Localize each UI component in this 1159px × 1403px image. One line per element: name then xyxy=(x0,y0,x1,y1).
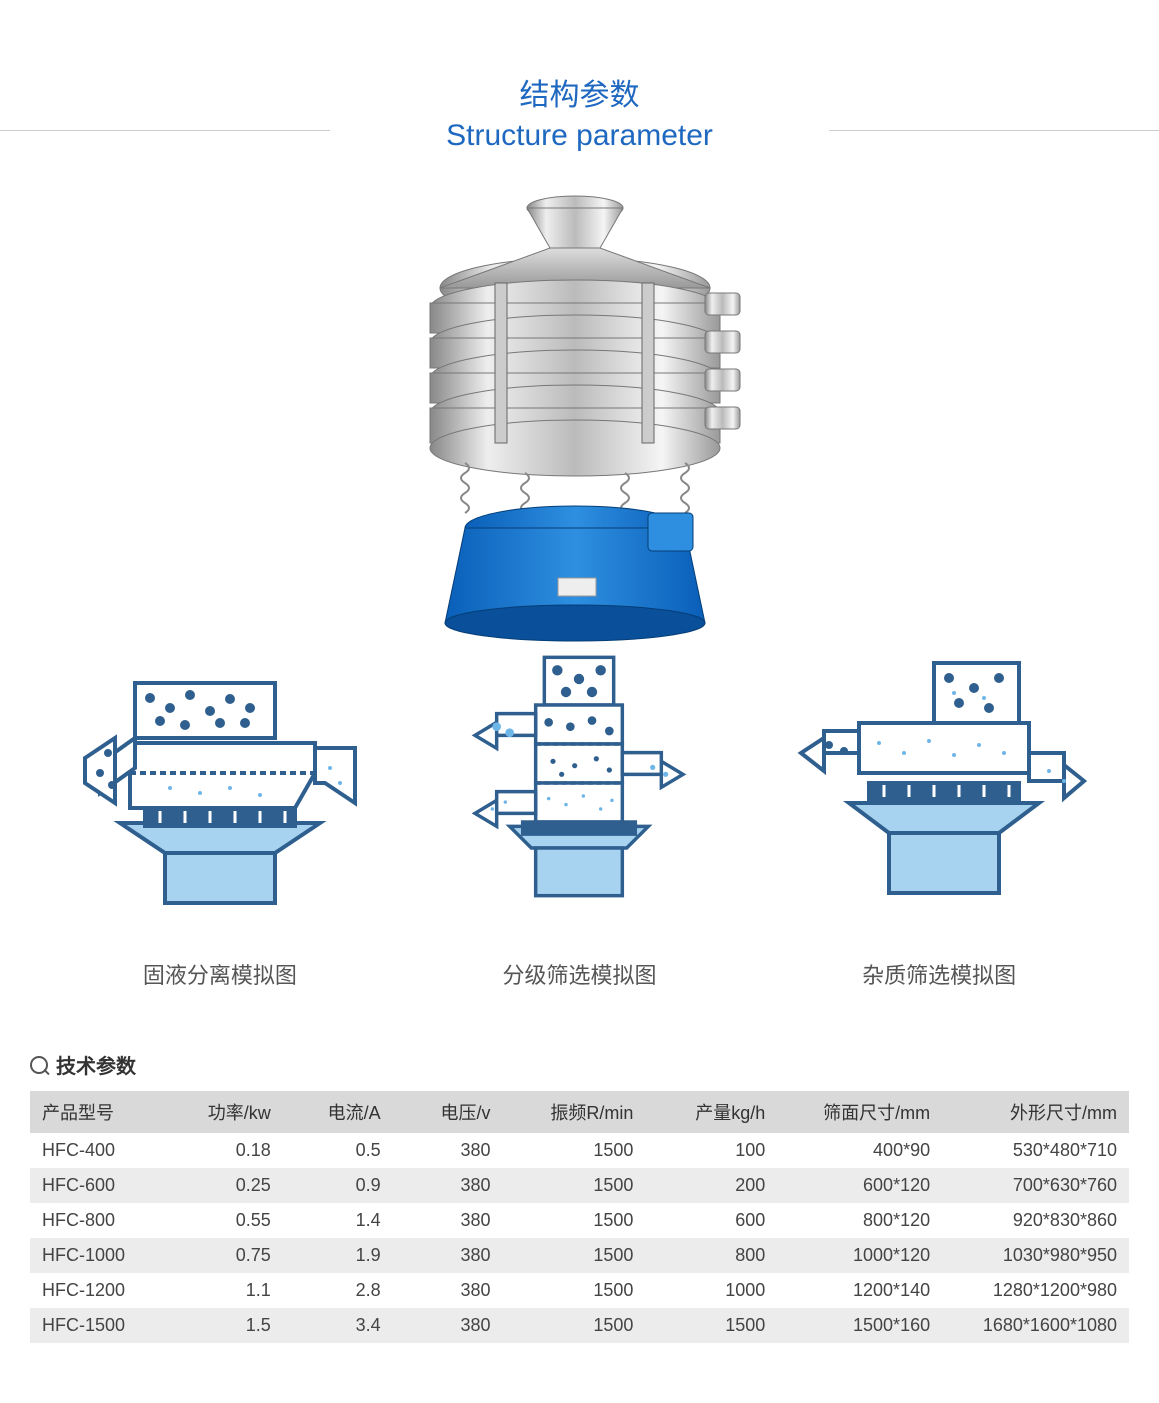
th-output: 产量kg/h xyxy=(645,1091,777,1133)
product-image xyxy=(410,183,750,643)
table-cell: 1.1 xyxy=(173,1273,283,1308)
page-header: 结构参数 Structure parameter xyxy=(0,0,1159,153)
table-row: HFC-10000.751.938015008001000*1201030*98… xyxy=(30,1238,1129,1273)
th-model: 产品型号 xyxy=(30,1091,173,1133)
tech-section: 技术参数 产品型号 功率/kw 电流/A 电压/v 振频R/min 产量kg/h… xyxy=(0,1050,1159,1343)
table-cell: 0.25 xyxy=(173,1168,283,1203)
tech-title: 技术参数 xyxy=(56,1050,136,1079)
table-cell: 1500 xyxy=(503,1308,646,1343)
table-cell: 400*90 xyxy=(777,1133,942,1168)
table-cell: 530*480*710 xyxy=(942,1133,1129,1168)
diagram-1: 固液分离模拟图 xyxy=(70,653,370,990)
th-dim: 外形尺寸/mm xyxy=(942,1091,1129,1133)
diagram-2: 分级筛选模拟图 xyxy=(429,653,729,990)
table-cell: 600*120 xyxy=(777,1168,942,1203)
th-screen: 筛面尺寸/mm xyxy=(777,1091,942,1133)
th-power: 功率/kw xyxy=(173,1091,283,1133)
table-row: HFC-4000.180.53801500100400*90530*480*71… xyxy=(30,1133,1129,1168)
diagram-1-label: 固液分离模拟图 xyxy=(70,958,370,990)
table-cell: 0.75 xyxy=(173,1238,283,1273)
table-cell: 2.8 xyxy=(283,1273,393,1308)
table-cell: 1500 xyxy=(503,1168,646,1203)
table-header-row: 产品型号 功率/kw 电流/A 电压/v 振频R/min 产量kg/h 筛面尺寸… xyxy=(30,1091,1129,1133)
table-row: HFC-12001.12.8380150010001200*1401280*12… xyxy=(30,1273,1129,1308)
table-cell: 1000*120 xyxy=(777,1238,942,1273)
magnifier-icon xyxy=(30,1056,48,1074)
table-cell: 380 xyxy=(393,1133,503,1168)
th-voltage: 电压/v xyxy=(393,1091,503,1133)
table-cell: 1280*1200*980 xyxy=(942,1273,1129,1308)
header-divider-left xyxy=(0,130,330,131)
table-cell: 100 xyxy=(645,1133,777,1168)
table-row: HFC-15001.53.4380150015001500*1601680*16… xyxy=(30,1308,1129,1343)
table-row: HFC-8000.551.43801500600800*120920*830*8… xyxy=(30,1203,1129,1238)
diagram-2-label: 分级筛选模拟图 xyxy=(429,958,729,990)
table-cell: HFC-600 xyxy=(30,1168,173,1203)
table-cell: HFC-1500 xyxy=(30,1308,173,1343)
table-cell: 800*120 xyxy=(777,1203,942,1238)
table-cell: 0.9 xyxy=(283,1168,393,1203)
diagram-3-label: 杂质筛选模拟图 xyxy=(789,958,1089,990)
table-cell: 1680*1600*1080 xyxy=(942,1308,1129,1343)
table-cell: 920*830*860 xyxy=(942,1203,1129,1238)
table-cell: 1500 xyxy=(503,1203,646,1238)
table-cell: 1.4 xyxy=(283,1203,393,1238)
table-cell: 380 xyxy=(393,1238,503,1273)
table-cell: 1500*160 xyxy=(777,1308,942,1343)
table-cell: 1500 xyxy=(503,1238,646,1273)
table-cell: 600 xyxy=(645,1203,777,1238)
table-cell: 1500 xyxy=(645,1308,777,1343)
table-cell: 800 xyxy=(645,1238,777,1273)
header-divider-right xyxy=(829,130,1159,131)
table-cell: 200 xyxy=(645,1168,777,1203)
table-row: HFC-6000.250.93801500200600*120700*630*7… xyxy=(30,1168,1129,1203)
diagram-3: 杂质筛选模拟图 xyxy=(789,653,1089,990)
table-cell: 1.9 xyxy=(283,1238,393,1273)
table-cell: HFC-400 xyxy=(30,1133,173,1168)
table-cell: HFC-800 xyxy=(30,1203,173,1238)
table-cell: 0.18 xyxy=(173,1133,283,1168)
table-cell: HFC-1000 xyxy=(30,1238,173,1273)
table-cell: 1000 xyxy=(645,1273,777,1308)
table-cell: HFC-1200 xyxy=(30,1273,173,1308)
title-en: Structure parameter xyxy=(0,119,1159,153)
table-cell: 0.5 xyxy=(283,1133,393,1168)
diagram-row: 固液分离模拟图 xyxy=(0,653,1159,990)
table-cell: 1030*980*950 xyxy=(942,1238,1129,1273)
table-cell: 380 xyxy=(393,1203,503,1238)
spec-table: 产品型号 功率/kw 电流/A 电压/v 振频R/min 产量kg/h 筛面尺寸… xyxy=(30,1091,1129,1343)
th-freq: 振频R/min xyxy=(503,1091,646,1133)
table-cell: 0.55 xyxy=(173,1203,283,1238)
th-current: 电流/A xyxy=(283,1091,393,1133)
product-image-container xyxy=(0,183,1159,643)
table-cell: 1.5 xyxy=(173,1308,283,1343)
table-cell: 1500 xyxy=(503,1273,646,1308)
table-cell: 700*630*760 xyxy=(942,1168,1129,1203)
table-cell: 1200*140 xyxy=(777,1273,942,1308)
table-cell: 380 xyxy=(393,1168,503,1203)
table-cell: 1500 xyxy=(503,1133,646,1168)
tech-header: 技术参数 xyxy=(30,1050,1129,1079)
title-zh: 结构参数 xyxy=(0,70,1159,114)
table-cell: 380 xyxy=(393,1308,503,1343)
table-cell: 3.4 xyxy=(283,1308,393,1343)
table-cell: 380 xyxy=(393,1273,503,1308)
